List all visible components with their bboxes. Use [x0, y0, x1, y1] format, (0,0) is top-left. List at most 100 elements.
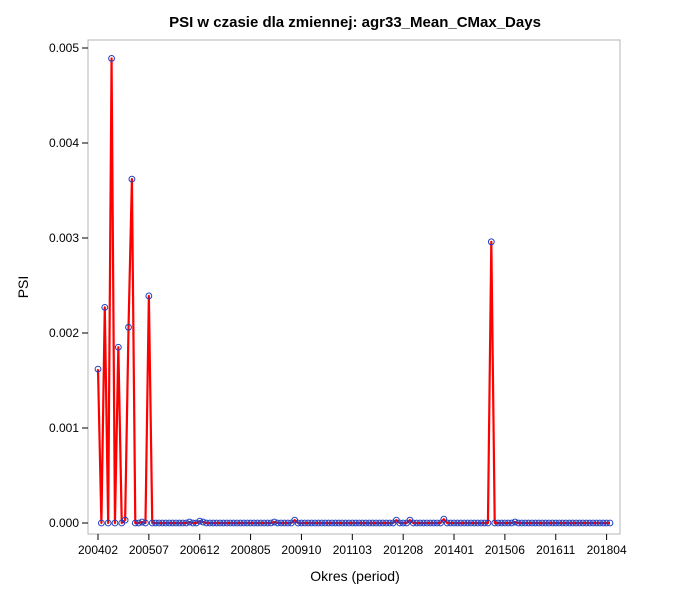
data-point [559, 519, 566, 527]
data-point [525, 519, 533, 527]
x-tick-label: 201611 [536, 543, 575, 557]
data-point [331, 519, 339, 527]
data-point [189, 519, 197, 527]
x-tick-label: 200402 [78, 543, 118, 557]
data-point [508, 519, 516, 527]
data-point [355, 519, 363, 527]
data-point [399, 519, 407, 527]
data-point [386, 519, 394, 527]
data-point [562, 519, 570, 527]
x-axis-label: Okres (period) [310, 568, 399, 584]
data-point [335, 519, 343, 527]
data-point [270, 518, 278, 526]
y-axis-label: PSI [15, 276, 31, 299]
data-point [145, 292, 153, 300]
x-tick-label: 201506 [485, 543, 525, 557]
data-point [308, 519, 316, 527]
data-point [572, 519, 580, 527]
data-point [169, 519, 176, 527]
data-point [460, 519, 468, 527]
data-point [552, 519, 560, 527]
data-point [589, 519, 597, 527]
data-point [474, 519, 482, 527]
data-point [420, 519, 427, 527]
data-point [298, 519, 305, 527]
data-point [240, 519, 248, 527]
data-point [579, 519, 587, 527]
plot-area [87, 39, 621, 535]
data-point [369, 519, 377, 527]
data-point [114, 343, 122, 351]
data-point [532, 519, 539, 527]
data-point [264, 519, 271, 527]
x-tick-label: 201804 [587, 543, 627, 557]
y-tick-label: 0.000 [49, 516, 79, 530]
data-point [233, 519, 241, 527]
data-point [328, 519, 336, 527]
data-point [430, 519, 438, 527]
data-point [101, 303, 109, 311]
data-point [443, 519, 451, 527]
x-tick-label: 201401 [434, 543, 474, 557]
data-point [548, 519, 556, 527]
data-point [352, 519, 360, 527]
data-point [528, 519, 536, 527]
data-point [138, 518, 146, 526]
data-point [128, 175, 136, 183]
data-point [294, 519, 302, 527]
data-point [257, 519, 265, 527]
data-point [209, 519, 217, 527]
data-point [182, 519, 190, 527]
data-point [196, 517, 204, 525]
data-point [220, 519, 227, 527]
data-point [253, 519, 261, 527]
data-point [338, 519, 346, 527]
data-point [97, 519, 105, 527]
y-axis: 0.000 0.001 0.002 0.003 0.004 0.005 [49, 41, 88, 530]
x-tick-label: 200612 [180, 543, 220, 557]
data-point [223, 519, 231, 527]
data-point [433, 519, 441, 527]
data-point [416, 519, 424, 527]
chart-title: PSI w czasie dla zmiennej: agr33_Mean_CM… [169, 14, 541, 31]
data-point [230, 519, 238, 527]
data-point [226, 519, 234, 527]
data-point [267, 519, 275, 527]
data-point [213, 519, 221, 527]
data-point [314, 519, 322, 527]
data-point [159, 519, 166, 527]
data-point [454, 519, 461, 527]
data-point [260, 519, 268, 527]
data-point [504, 519, 512, 527]
data-point [413, 519, 421, 527]
data-point [379, 519, 387, 527]
data-point [321, 519, 329, 527]
data-point [470, 519, 478, 527]
data-point [423, 519, 431, 527]
data-point [481, 519, 488, 527]
data-point [426, 519, 434, 527]
data-point [477, 519, 485, 527]
data-point [538, 519, 546, 527]
data-point [162, 519, 170, 527]
x-tick-label: 200507 [129, 543, 169, 557]
data-point [511, 518, 519, 526]
data-point [576, 519, 583, 527]
data-point [243, 519, 251, 527]
data-point [437, 519, 444, 527]
data-point [596, 519, 604, 527]
data-point [281, 519, 288, 527]
data-point [104, 519, 112, 527]
data-point [311, 519, 319, 527]
data-point [121, 516, 129, 524]
data-point [382, 519, 390, 527]
x-tick-label: 200910 [281, 543, 321, 557]
data-point [396, 519, 404, 527]
data-point [325, 519, 332, 527]
data-point [593, 519, 600, 527]
data-point [498, 519, 505, 527]
data-point [284, 519, 292, 527]
data-point [457, 519, 465, 527]
data-point [565, 519, 573, 527]
data-point [318, 519, 326, 527]
